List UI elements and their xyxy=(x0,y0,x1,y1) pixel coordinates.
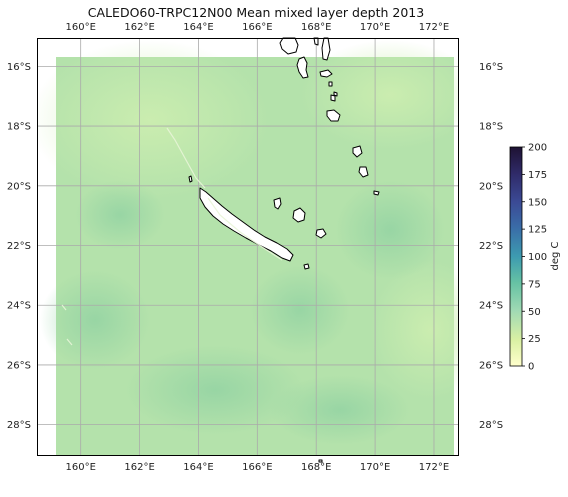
lon-tick-label: 164°E xyxy=(183,462,213,473)
lat-tick-label: 26°S xyxy=(479,360,503,371)
data-field-light-patch xyxy=(370,260,459,400)
data-field-deep-patch xyxy=(75,180,165,250)
lon-tick-label: 168°E xyxy=(301,22,331,33)
island-ouvea xyxy=(273,197,282,210)
data-field-deep-patch xyxy=(270,375,410,445)
reef-outline xyxy=(61,304,73,346)
lat-tick-label: 16°S xyxy=(479,62,503,73)
colorbar-tick-label: 150 xyxy=(528,197,547,208)
lon-tick-label: 170°E xyxy=(360,22,390,33)
gridlines xyxy=(38,38,459,456)
reef-outline xyxy=(166,127,206,189)
lat-tick-labels-left: 16°S 18°S 20°S 22°S 24°S 26°S 28°S xyxy=(7,62,31,431)
lon-tick-label: 160°E xyxy=(65,462,95,473)
lon-tick-label: 164°E xyxy=(183,22,213,33)
lon-tick-label: 170°E xyxy=(360,462,390,473)
colorbar-ticks: 0 25 50 75 100 125 150 175 200 xyxy=(522,143,547,373)
lon-tick-label: 166°E xyxy=(242,462,272,473)
data-field-deep-patch xyxy=(335,180,445,280)
lon-tick-label: 166°E xyxy=(242,22,272,33)
colorbar-label: deg C xyxy=(550,241,561,270)
island-shepherd xyxy=(333,91,338,97)
reef-outline xyxy=(207,197,283,261)
island-hunter xyxy=(318,459,323,463)
colorbar-tick-label: 25 xyxy=(528,334,541,345)
island-belep xyxy=(188,175,193,183)
colorbar-tick-label: 75 xyxy=(528,279,541,290)
map-frame xyxy=(37,38,459,456)
data-field-deep-patch xyxy=(40,270,150,370)
lon-tick-label: 162°E xyxy=(124,22,154,33)
lat-tick-label: 24°S xyxy=(7,301,31,312)
lat-tick-label: 28°S xyxy=(7,420,31,431)
island-mare xyxy=(315,228,327,239)
island-aneityum xyxy=(373,190,380,196)
lat-tick-label: 22°S xyxy=(7,241,31,252)
lon-tick-label: 172°E xyxy=(419,462,449,473)
data-field-light-patch xyxy=(37,40,270,200)
map-title: CALEDO60-TRPC12N00 Mean mixed layer dept… xyxy=(88,5,424,20)
island-efate xyxy=(326,109,341,122)
lat-tick-label: 28°S xyxy=(479,420,503,431)
colorbar-tick-label: 200 xyxy=(528,143,547,154)
lat-tick-label: 24°S xyxy=(479,301,503,312)
island-isle-of-pines xyxy=(303,263,310,270)
lon-tick-label: 162°E xyxy=(124,462,154,473)
colorbar-tick-label: 175 xyxy=(528,170,547,181)
data-field-deep-patch xyxy=(250,265,350,355)
reef-outlines xyxy=(61,127,283,346)
lon-tick-label: 172°E xyxy=(419,22,449,33)
island-epi xyxy=(330,94,336,102)
lon-tick-labels-bottom: 160°E 162°E 164°E 166°E 168°E 170°E 172°E xyxy=(65,462,449,473)
lat-tick-labels-right: 16°S 18°S 20°S 22°S 24°S 26°S 28°S xyxy=(479,62,503,431)
lat-tick-label: 18°S xyxy=(7,122,31,133)
colorbar-tick-label: 125 xyxy=(528,225,547,236)
island-espiritu-santo xyxy=(279,37,299,55)
island-maewo xyxy=(313,37,319,46)
lon-tick-labels-top: 160°E 162°E 164°E 166°E 168°E 170°E 172°E xyxy=(65,22,449,33)
island-ambrym xyxy=(319,69,333,78)
data-field-deep-patch xyxy=(125,345,305,435)
colorbar-tick-label: 50 xyxy=(528,307,541,318)
colorbar-gradient xyxy=(509,146,523,367)
island-new-caledonia xyxy=(199,187,294,262)
island-aniwa xyxy=(358,166,369,178)
island-paama xyxy=(328,81,333,87)
island-tanna xyxy=(352,145,363,158)
island-malakula xyxy=(296,56,309,79)
data-field-light-patch xyxy=(300,40,459,150)
lat-tick-label: 20°S xyxy=(7,181,31,192)
lat-tick-label: 20°S xyxy=(479,181,503,192)
colorbar-tick-label: 100 xyxy=(528,252,547,263)
lat-tick-label: 22°S xyxy=(479,241,503,252)
colorbar-tick-label: 0 xyxy=(528,362,534,373)
island-lifou xyxy=(292,207,306,223)
lon-tick-label: 160°E xyxy=(65,22,95,33)
colorbar: 0 25 50 75 100 125 150 175 200 deg C xyxy=(509,143,561,373)
data-field xyxy=(37,40,459,455)
lat-tick-label: 16°S xyxy=(7,62,31,73)
lon-tick-label: 168°E xyxy=(301,462,331,473)
coastlines xyxy=(188,37,380,463)
lat-tick-label: 18°S xyxy=(479,122,503,133)
lat-tick-label: 26°S xyxy=(7,360,31,371)
